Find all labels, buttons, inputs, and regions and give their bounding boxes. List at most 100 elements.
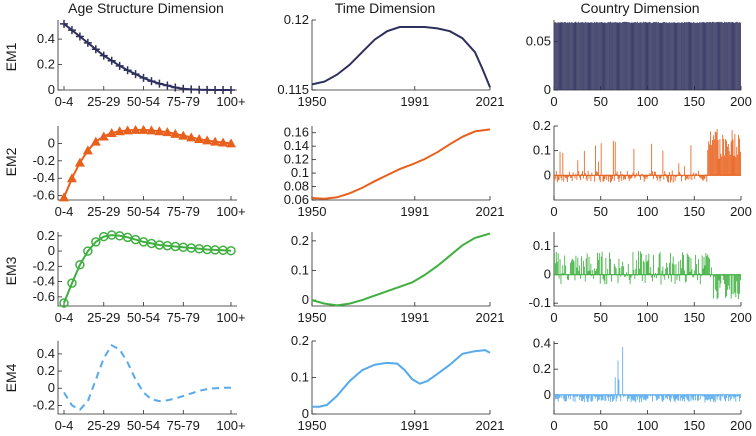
bar [579, 265, 581, 275]
bar [607, 174, 609, 176]
x-tick-label: 100 [637, 204, 659, 219]
data-point [107, 56, 116, 65]
bar [717, 21, 719, 91]
bar [722, 134, 724, 176]
bar [699, 22, 701, 90]
y-tick-label: 0.2 [37, 228, 55, 243]
x-tick-label: 100 [637, 94, 659, 109]
bar [681, 175, 682, 182]
bar [677, 22, 679, 90]
bar [654, 171, 655, 176]
bar [576, 22, 578, 91]
bar [624, 175, 625, 179]
bar [708, 141, 710, 176]
bar [570, 22, 572, 90]
y-tick-label: 0.05 [526, 33, 551, 48]
bar [624, 394, 625, 396]
bar [638, 394, 639, 397]
bar [665, 394, 667, 399]
y-tick-label: -0.4 [33, 170, 55, 185]
bar [683, 254, 684, 275]
bar [707, 394, 709, 401]
bar [731, 21, 733, 90]
bar [709, 258, 711, 275]
bar [623, 266, 625, 275]
bar [592, 269, 594, 275]
panel-r3-c0: -0.2 0 0.2 0.4 0-4 25-29 50-54 75-79 100+ [33, 341, 246, 433]
y-tick-label: 0.12 [284, 12, 309, 27]
bar [672, 22, 674, 90]
bar [715, 394, 717, 397]
bar [560, 274, 562, 285]
y-tick-label: 0.2 [291, 333, 309, 348]
bar [590, 263, 592, 275]
bar [560, 394, 562, 396]
bar [658, 394, 660, 399]
bar [697, 259, 699, 275]
bar [669, 252, 671, 275]
bar [561, 175, 563, 181]
bar [643, 261, 645, 275]
bar [719, 139, 721, 176]
bar [687, 175, 689, 180]
axes [57, 232, 237, 307]
bar [647, 175, 649, 177]
bar [583, 22, 585, 90]
bar [734, 134, 736, 176]
y-tick-label: 0.4 [37, 346, 55, 361]
bar [706, 394, 708, 400]
bar [648, 21, 650, 91]
x-tick-label: 0 [550, 94, 557, 109]
data-point [75, 260, 85, 270]
bar [670, 22, 672, 90]
x-tick-label: 1991 [400, 204, 429, 219]
bar [581, 173, 582, 176]
bar [602, 22, 604, 90]
x-tick-label: 150 [683, 310, 705, 325]
data-point [90, 136, 101, 146]
bar [663, 175, 665, 180]
bar [675, 22, 677, 90]
bar [661, 22, 663, 90]
data-point [226, 245, 236, 256]
bar [607, 394, 609, 398]
bar [673, 394, 675, 401]
data-point [74, 157, 85, 167]
bar [582, 394, 584, 400]
bar [584, 274, 586, 282]
bar [649, 173, 651, 176]
bar [577, 394, 579, 397]
bar [711, 267, 712, 275]
bar [740, 394, 741, 399]
bar [655, 21, 657, 90]
bar [676, 22, 678, 91]
bar [647, 260, 649, 275]
bar [586, 22, 588, 90]
bar [654, 22, 655, 91]
bar [709, 144, 711, 176]
y-tick-label: 0 [544, 387, 551, 402]
series-line [63, 23, 231, 91]
bar [614, 377, 616, 395]
bar [567, 175, 568, 182]
bar [656, 394, 658, 400]
x-tick-label: 100+ [216, 94, 245, 109]
col-title-age: Age Structure Dimension [68, 0, 224, 16]
bar [653, 255, 654, 275]
bar [599, 22, 601, 91]
bar [591, 22, 593, 90]
x-tick-label: 100 [637, 310, 659, 325]
bar [556, 261, 558, 275]
y-tick-label: 0.14 [284, 138, 309, 153]
bar [708, 394, 710, 400]
data-point [59, 298, 69, 308]
bar [635, 175, 637, 177]
y-tick-label: 0.2 [533, 118, 551, 133]
bar [595, 22, 596, 90]
data-point [227, 86, 235, 94]
bar [644, 175, 646, 180]
bar [572, 172, 574, 176]
bar [587, 271, 589, 275]
bar [627, 175, 629, 179]
bar [661, 270, 663, 275]
